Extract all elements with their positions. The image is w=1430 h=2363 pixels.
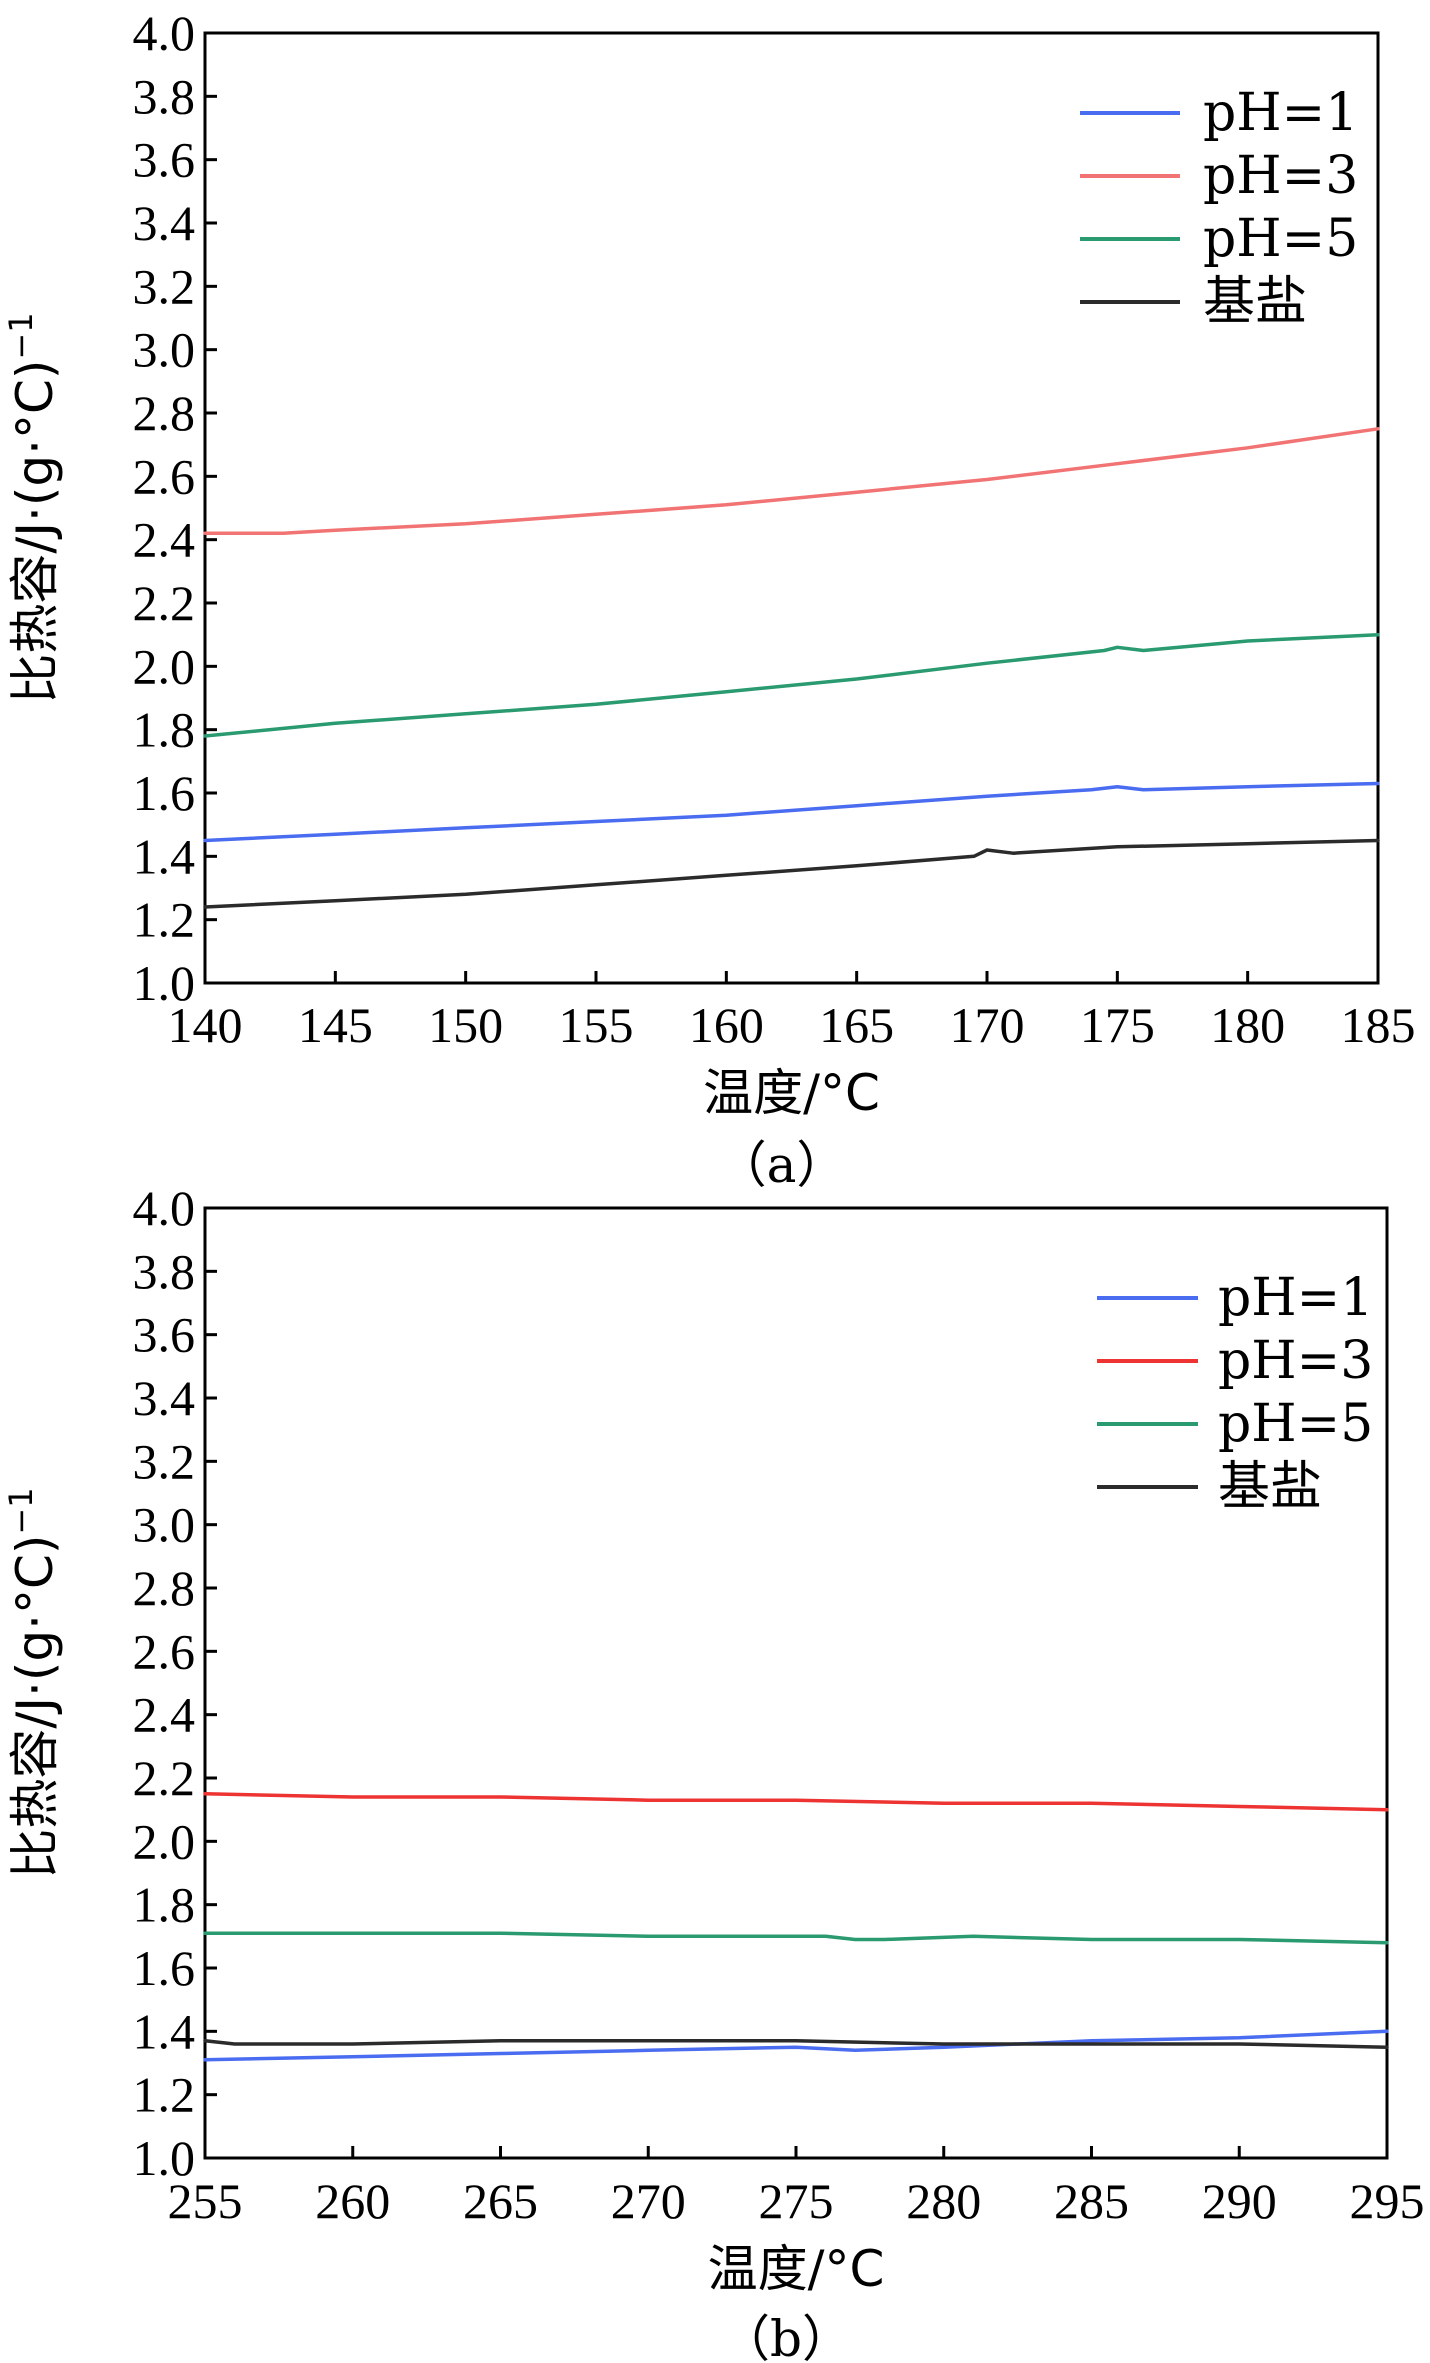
chart-a-x-tick-label: 185 [1341, 997, 1416, 1053]
chart-a-legend-label: 基盐 [1203, 272, 1307, 332]
chart-a-x-tick-label: 165 [819, 997, 894, 1053]
chart-b-x-tick-label: 260 [315, 2173, 390, 2229]
chart-b-y-tick-label: 1.0 [133, 2130, 196, 2186]
chart-b-caption: （b） [720, 2310, 852, 2363]
chart-a-x-axis-title: 温度/°C [703, 1064, 880, 1122]
chart-b-series-line-1 [203, 2029, 1389, 2062]
chart-b-y-tick-label: 2.8 [133, 1560, 196, 1616]
chart-a-y-tick-label: 4.0 [133, 5, 196, 61]
chart-b: 1.0 1.2 1.4 1.6 1.8 2.0 2.2 2.4 2.6 2.8 3.0 3.2 3.4 3… [2, 1180, 1425, 2363]
chart-a-y-tick-label: 3.4 [133, 195, 196, 251]
chart-b-x-tick-label: 265 [463, 2173, 538, 2229]
chart-b-y-tick-label: 2.2 [133, 1750, 196, 1806]
chart-a-legend: pH=1pH=3pH=5基盐 [1080, 83, 1358, 332]
chart-a-y-tick-label: 2.6 [133, 448, 196, 504]
chart-b-y-tick-label: 1.8 [133, 1877, 196, 1933]
chart-b-series-line-4 [203, 2039, 1389, 2049]
chart-b-x-tick-label: 285 [1054, 2173, 1129, 2229]
chart-a-x-tick-label: 145 [298, 997, 373, 1053]
chart-a-legend-label: pH=3 [1203, 146, 1358, 206]
chart-a-x-tick-label: 150 [428, 997, 503, 1053]
chart-b-y-tick-label: 1.6 [133, 1940, 196, 1996]
chart-a-series-line-4 [203, 838, 1380, 909]
chart-b-y-tick-label: 4.0 [133, 1180, 196, 1236]
chart-a-series-line-1 [203, 781, 1380, 843]
chart-b-x-tick-label: 290 [1202, 2173, 1277, 2229]
chart-b-legend-label: pH=3 [1218, 1331, 1373, 1391]
chart-a-y-tick-label: 3.6 [133, 132, 196, 188]
chart-a-y-tick-label: 2.4 [133, 512, 196, 568]
chart-b-y-axis-title-text: 比热容/J·(g·°C) [6, 1535, 64, 1879]
chart-a-y-tick-label: 1.6 [133, 765, 196, 821]
chart-b-y-tick-label: 3.2 [133, 1433, 196, 1489]
chart-a-x-tick-label: 180 [1210, 997, 1285, 1053]
chart-b-y-tick-label: 3.0 [133, 1497, 196, 1553]
chart-b-x-axis-title: 温度/°C [708, 2240, 885, 2298]
chart-a-y-axis-title-text: 比热容/J·(g·°C) [6, 360, 64, 704]
chart-b-x-tick-label: 280 [906, 2173, 981, 2229]
chart-b-x-tick-label: 255 [168, 2173, 243, 2229]
chart-a-y-tick-label: 3.0 [133, 322, 196, 378]
chart-b-legend-label: 基盐 [1218, 1457, 1322, 1517]
chart-a-y-axis-title: 比热容/J·(g·°C)−1 [2, 312, 64, 703]
chart-a-y-tick-label: 1.8 [133, 702, 196, 758]
chart-a-x-tick-label: 170 [950, 997, 1025, 1053]
chart-b-legend: pH=1pH=3pH=5基盐 [1097, 1268, 1373, 1517]
chart-b-y-tick-label: 2.0 [133, 1813, 196, 1869]
chart-a-plot-frame [203, 31, 1380, 985]
chart-a-series-line-3 [203, 632, 1380, 738]
chart-b-y-axis-title-superscript: −1 [2, 1487, 40, 1534]
chart-b-y-tick-label: 3.6 [133, 1307, 196, 1363]
chart-a-legend-label: pH=1 [1203, 83, 1358, 143]
chart-b-y-tick-label: 1.2 [133, 2067, 196, 2123]
chart-b-series-line-3 [203, 1931, 1389, 1945]
chart-a-caption: （a） [717, 1136, 847, 1194]
chart-b-y-tick-label: 2.4 [133, 1687, 196, 1743]
chart-b-x-tick-label: 275 [759, 2173, 834, 2229]
chart-b-y-tick-label: 3.8 [133, 1243, 196, 1299]
chart-a-y-tick-label: 1.4 [133, 828, 196, 884]
chart-b-series-line-2 [203, 1792, 1389, 1812]
chart-a-y-axis-title-superscript: −1 [2, 312, 40, 359]
chart-a-x-tick-label: 155 [559, 997, 634, 1053]
chart-b-y-tick-label: 1.4 [133, 2003, 196, 2059]
chart-b-y-tick-label: 3.4 [133, 1370, 196, 1426]
chart-a-y-tick-label: 3.8 [133, 68, 196, 124]
chart-a: 1.0 1.2 1.4 1.6 1.8 2.0 2.2 2.4 2.6 2.8 3.0 3.2 3.4 3… [2, 5, 1416, 1194]
chart-b-y-tick-label: 2.6 [133, 1623, 196, 1679]
chart-a-x-tick-label: 175 [1080, 997, 1155, 1053]
chart-b-x-tick-label: 270 [611, 2173, 686, 2229]
chart-b-y-axis-title: 比热容/J·(g·°C)−1 [2, 1487, 64, 1878]
chart-a-legend-label: pH=5 [1203, 209, 1358, 269]
chart-a-y-tick-label: 2.8 [133, 385, 196, 441]
chart-b-x-tick-label: 295 [1350, 2173, 1425, 2229]
chart-a-y-tick-label: 2.0 [133, 638, 196, 694]
chart-a-y-tick-label: 1.2 [133, 892, 196, 948]
chart-a-y-tick-label: 1.0 [133, 955, 196, 1011]
chart-a-x-tick-label: 160 [689, 997, 764, 1053]
chart-a-y-tick-label: 3.2 [133, 258, 196, 314]
chart-a-x-tick-label: 140 [168, 997, 243, 1053]
chart-b-plot-frame [203, 1206, 1389, 2160]
chart-a-y-tick-label: 2.2 [133, 575, 196, 631]
chart-a-series-line-2 [203, 427, 1380, 536]
chart-b-legend-label: pH=5 [1218, 1394, 1373, 1454]
chart-b-legend-label: pH=1 [1218, 1268, 1373, 1328]
